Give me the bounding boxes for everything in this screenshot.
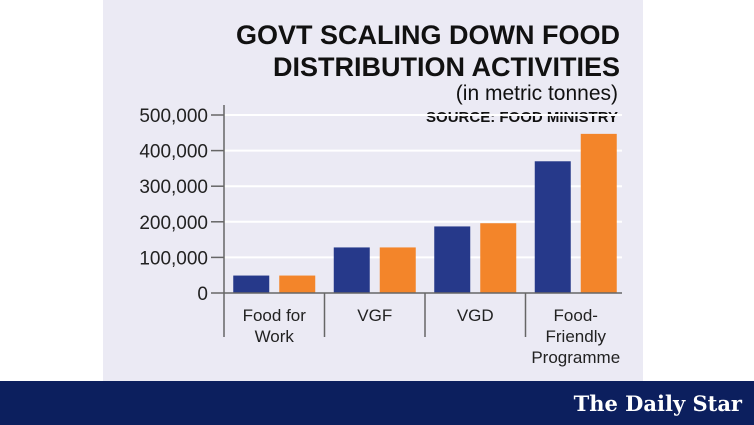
- y-tick-label: 300,000: [139, 177, 208, 198]
- x-category-label: Programme: [531, 348, 620, 367]
- bar-series-1-3: [534, 161, 571, 293]
- y-tick-label: 200,000: [139, 213, 208, 234]
- y-tick-label: 0: [197, 284, 208, 305]
- x-category-label: Work: [255, 327, 295, 346]
- bar-series-2-1: [379, 247, 416, 293]
- bar-series-2-3: [580, 133, 617, 293]
- y-tick-label: 500,000: [139, 106, 208, 127]
- chart-title-line-1: GOVT SCALING DOWN FOOD: [236, 20, 620, 50]
- chart-source: SOURCE: FOOD MINISTRY: [426, 109, 618, 126]
- daily-star-logo: The Daily Star: [574, 391, 743, 416]
- bar-series-2-0: [279, 275, 316, 293]
- x-category-label: Food for: [243, 306, 307, 325]
- x-category-label: Food-: [554, 306, 598, 325]
- y-tick-label: 400,000: [139, 142, 208, 163]
- chart-subtitle: (in metric tonnes): [456, 82, 618, 105]
- chart-title-line-2: DISTRIBUTION ACTIVITIES: [273, 52, 620, 82]
- bar-series-1-1: [333, 247, 370, 293]
- bar-series-2-2: [480, 223, 517, 293]
- x-category-label: VGD: [457, 306, 494, 325]
- y-tick-label: 100,000: [139, 248, 208, 269]
- x-category-label: Friendly: [546, 327, 607, 346]
- bar-series-1-2: [434, 226, 471, 293]
- x-category-label: VGF: [357, 306, 392, 325]
- brand-banner: [0, 381, 754, 425]
- bar-series-1-0: [233, 275, 270, 293]
